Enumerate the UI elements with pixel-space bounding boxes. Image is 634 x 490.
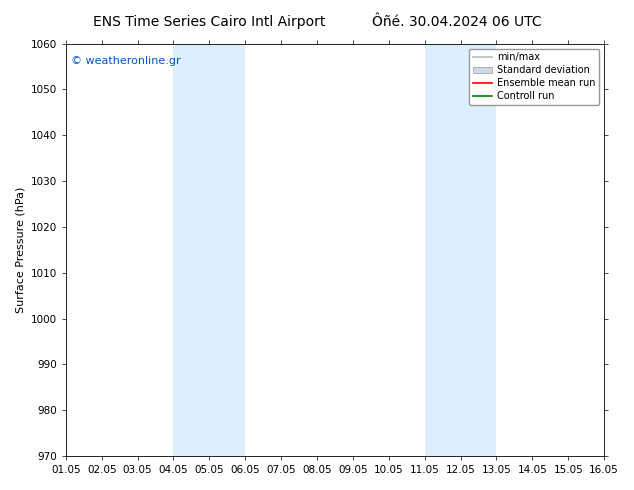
Text: © weatheronline.gr: © weatheronline.gr: [71, 56, 181, 66]
Text: Ôñé. 30.04.2024 06 UTC: Ôñé. 30.04.2024 06 UTC: [372, 15, 541, 29]
Bar: [425, 44, 496, 456]
Legend: min/max, Standard deviation, Ensemble mean run, Controll run: min/max, Standard deviation, Ensemble me…: [469, 49, 599, 105]
Text: ENS Time Series Cairo Intl Airport: ENS Time Series Cairo Intl Airport: [93, 15, 325, 29]
Y-axis label: Surface Pressure (hPa): Surface Pressure (hPa): [15, 187, 25, 313]
Bar: [174, 44, 245, 456]
